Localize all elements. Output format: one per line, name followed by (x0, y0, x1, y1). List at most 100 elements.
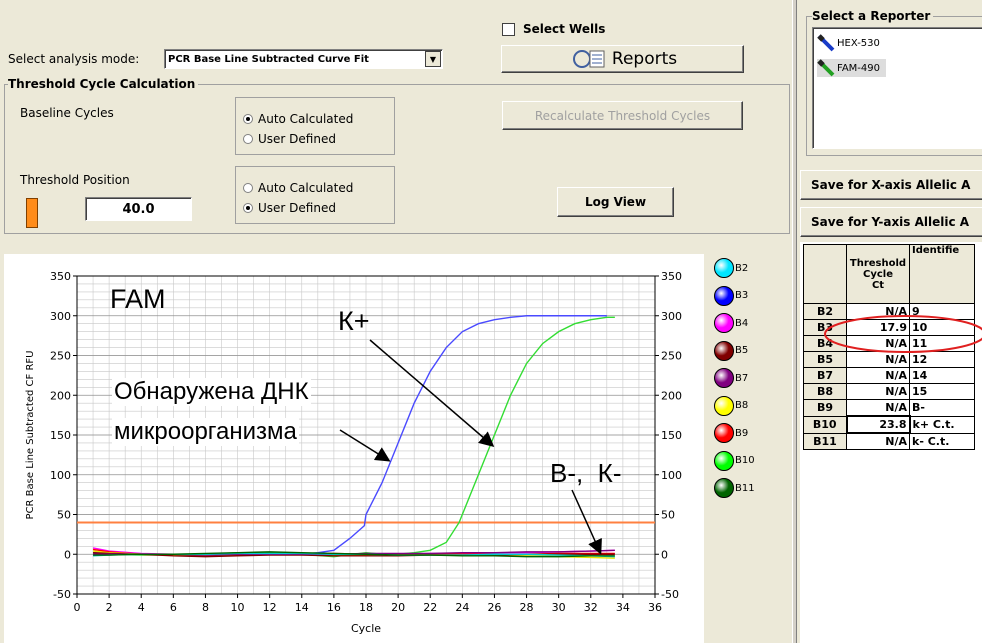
threshold-value: 40.0 (122, 201, 155, 217)
well-color-icon[interactable] (714, 368, 734, 388)
ct-identifier-cell[interactable]: 10 (909, 319, 975, 336)
ct-well-cell[interactable]: B9 (803, 399, 847, 417)
well-legend-item[interactable]: B8 (714, 395, 749, 416)
ct-column-header[interactable]: Threshold Cycle Ct (846, 244, 910, 304)
x-tick-label: 8 (202, 601, 209, 614)
ct-identifier-cell[interactable]: B- (909, 399, 975, 417)
well-legend-label: B4 (735, 317, 749, 329)
well-color-icon[interactable] (714, 478, 734, 498)
y-tick-label-right: 200 (661, 389, 682, 402)
ct-table-corner (803, 244, 847, 304)
table-row[interactable]: B11 N/A k- C.t. (803, 432, 975, 450)
reporter-item-fam[interactable]: FAM-490 (817, 59, 886, 77)
save-y-axis-button[interactable]: Save for Y-axis Allelic A (800, 207, 982, 237)
table-row[interactable]: B9 N/A B- (803, 399, 975, 417)
reporter-item-hex[interactable]: HEX-530 (817, 34, 880, 52)
ct-identifier-cell[interactable]: k- C.t. (909, 432, 975, 450)
well-legend-item[interactable]: B9 (714, 423, 748, 443)
well-color-icon[interactable] (714, 258, 734, 278)
well-color-icon[interactable] (714, 340, 734, 361)
ct-well-cell[interactable]: B2 (803, 303, 847, 320)
y-tick-label: 200 (50, 389, 71, 402)
well-color-icon[interactable] (714, 423, 734, 443)
y-tick-label: 300 (50, 310, 71, 323)
ct-well-cell[interactable]: B10 (803, 415, 847, 434)
radio-unselected-icon[interactable] (243, 134, 253, 144)
well-legend-item[interactable]: B7 (714, 368, 748, 388)
well-legend-item[interactable]: B2 (714, 258, 748, 278)
select-wells-label: Select Wells (523, 22, 606, 36)
select-wells-checkbox[interactable] (502, 22, 515, 36)
x-tick-label: 4 (138, 601, 145, 614)
ct-value-cell[interactable]: N/A (846, 335, 910, 352)
ct-well-cell[interactable]: B3 (803, 319, 847, 336)
well-legend-label: B11 (735, 482, 755, 494)
ct-column-header-line: Ct (871, 279, 885, 291)
radio-selected-icon[interactable] (243, 203, 253, 213)
baseline-auto-radio[interactable]: Auto Calculated (243, 112, 353, 126)
x-tick-label: 36 (648, 601, 662, 614)
recalculate-threshold-button[interactable]: Recalculate Threshold Cycles (502, 101, 743, 130)
well-color-icon[interactable] (714, 450, 734, 471)
reports-button[interactable]: Reports (501, 45, 744, 73)
threshold-user-label: User Defined (258, 201, 336, 215)
y-tick-label-right: 0 (661, 548, 668, 561)
select-wells-checkbox-row[interactable]: Select Wells (502, 22, 605, 36)
log-view-label: Log View (584, 195, 647, 209)
well-color-icon[interactable] (714, 395, 734, 416)
y-axis-label: PCR Base Line Subtracted CF RFU (25, 351, 36, 520)
radio-unselected-icon[interactable] (243, 183, 253, 193)
threshold-value-input[interactable]: 40.0 (85, 197, 192, 221)
table-row[interactable]: B8 N/A 15 (803, 383, 975, 400)
save-x-axis-button[interactable]: Save for X-axis Allelic A (800, 170, 982, 200)
y-tick-label-right: 300 (661, 310, 682, 323)
x-tick-label: 30 (552, 601, 566, 614)
threshold-color-swatch[interactable] (26, 198, 38, 228)
ct-well-cell[interactable]: B11 (803, 432, 847, 450)
table-row[interactable]: B10 23.8 k+ C.t. (803, 415, 975, 434)
x-tick-label: 12 (263, 601, 277, 614)
reporter-list[interactable]: HEX-530 FAM-490 (812, 27, 982, 149)
log-view-button[interactable]: Log View (557, 187, 674, 217)
well-legend-label: B2 (735, 262, 749, 274)
well-legend-label: B3 (735, 290, 749, 301)
well-legend-label: B8 (735, 400, 749, 411)
threshold-auto-radio[interactable]: Auto Calculated (243, 181, 353, 195)
right-panel-divider (792, 0, 797, 643)
ct-value-cell[interactable]: N/A (846, 399, 910, 417)
ct-identifier-cell[interactable]: 15 (909, 383, 975, 400)
ct-value-cell[interactable]: N/A (846, 367, 910, 384)
baseline-user-radio[interactable]: User Defined (243, 132, 336, 146)
well-color-icon[interactable] (714, 313, 734, 333)
ct-value-cell[interactable]: N/A (846, 432, 910, 450)
y-tick-label-right: 350 (661, 270, 682, 283)
identifier-column-header[interactable]: Identifie (909, 244, 975, 304)
well-legend-item[interactable]: B11 (714, 478, 755, 498)
ct-well-cell[interactable]: B8 (803, 383, 847, 400)
well-color-icon[interactable] (714, 285, 734, 306)
y-tick-label-right: -50 (661, 588, 679, 601)
baseline-radio-group (235, 97, 395, 155)
table-row[interactable]: B7 N/A 14 (803, 367, 975, 384)
ct-identifier-cell[interactable]: k+ C.t. (909, 415, 975, 434)
ct-value-cell[interactable]: 23.8 (845, 415, 911, 434)
well-legend-item[interactable]: B10 (714, 450, 755, 471)
y-tick-label: 150 (50, 429, 71, 442)
arrow-negative (571, 489, 602, 555)
radio-selected-icon[interactable] (243, 114, 253, 124)
y-tick-label: 50 (57, 509, 71, 522)
well-legend-item[interactable]: B3 (714, 285, 749, 306)
x-tick-label: 6 (170, 601, 177, 614)
well-legend-item[interactable]: B5 (714, 340, 748, 361)
highlight-ellipse (824, 315, 982, 353)
y-tick-label-right: 250 (661, 350, 682, 363)
ct-value-cell[interactable]: N/A (846, 383, 910, 400)
analysis-mode-select[interactable]: PCR Base Line Subtracted Curve Fit ▼ (164, 49, 443, 69)
threshold-user-radio[interactable]: User Defined (243, 201, 336, 215)
threshold-position-label: Threshold Position (20, 173, 130, 187)
table-row[interactable]: B3 17.9 10 (803, 319, 975, 336)
chevron-down-icon[interactable]: ▼ (425, 51, 441, 67)
well-legend-item[interactable]: B4 (714, 313, 748, 333)
ct-well-cell[interactable]: B7 (803, 367, 847, 384)
ct-identifier-cell[interactable]: 14 (909, 367, 975, 384)
